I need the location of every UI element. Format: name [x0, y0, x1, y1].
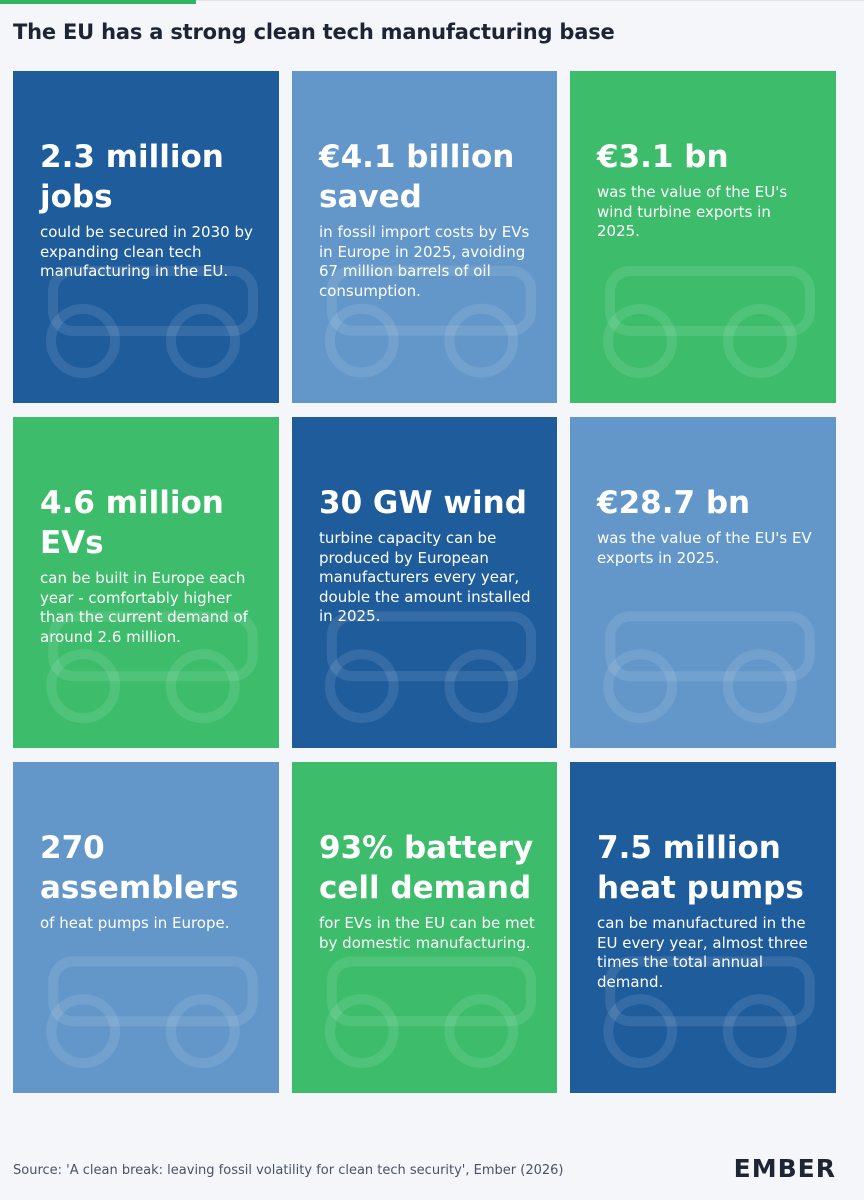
card-grid: 2.3 million jobs could be secured in 2030…: [13, 71, 836, 1093]
headline: €3.1 bn: [597, 139, 729, 175]
headline: €28.7 bn: [597, 485, 751, 521]
stat-card: 93% battery cell demand for EVs in the EU…: [292, 762, 557, 1093]
stat-card: 2.3 million jobs could be secured in 2030…: [13, 71, 279, 403]
background-icon: [324, 265, 537, 378]
body-text: of heat pumps in Europe.: [40, 914, 230, 932]
logo: EMBER: [733, 1154, 836, 1183]
headline: 30 GW wind: [319, 485, 527, 521]
background-icon: [603, 266, 815, 378]
divider: [196, 0, 864, 1]
body-text: could be secured in 2030 by expanding cl…: [40, 223, 253, 280]
body-text: can be built in Europe each year - comfo…: [40, 569, 248, 646]
body-text: for EVs in the EU can be met by domestic…: [319, 914, 535, 952]
stat-card: 30 GW wind turbine capacity can be produc…: [292, 417, 557, 748]
background-icon: [324, 956, 537, 1068]
body-text: in fossil import costs by EVs in Europe …: [319, 223, 530, 300]
background-icon: [603, 611, 815, 724]
headline: 4.6 million EVs: [40, 485, 224, 561]
background-icon: [46, 611, 258, 724]
stat-card: €28.7 bn was the value of the EU's EV exp…: [570, 417, 836, 748]
headline: 270 assemblers: [40, 830, 239, 906]
body-text: was the value of the EU's wind turbine e…: [597, 183, 788, 240]
background-icon: [324, 611, 537, 723]
background-icon: [603, 956, 815, 1069]
background-icon: [46, 266, 258, 378]
headline: 93% battery cell demand: [319, 830, 534, 906]
headline: 7.5 million heat pumps: [597, 830, 804, 906]
stat-card: 4.6 million EVs can be built in Europe ea…: [13, 417, 279, 748]
source: Source: 'A clean break: leaving fossil v…: [13, 1163, 564, 1178]
stat-card: €4.1 billion saved in fossil import costs…: [292, 71, 557, 403]
stat-card: 270 assemblers of heat pumps in Europe.: [13, 762, 279, 1093]
headline: 2.3 million jobs: [40, 139, 224, 215]
stat-card: 7.5 million heat pumps can be manufacture…: [570, 762, 836, 1093]
stat-card: €3.1 bn was the value of the EU's wind tu…: [570, 71, 836, 403]
body-text: was the value of the EU's EV exports in …: [597, 529, 812, 567]
body-text: can be manufactured in the EU every year…: [597, 914, 808, 991]
accent-bar: [0, 0, 196, 4]
title: The EU has a strong clean tech manufactu…: [13, 20, 615, 44]
background-icon: [46, 956, 258, 1069]
body-text: turbine capacity can be produced by Euro…: [319, 529, 531, 625]
headline: €4.1 billion saved: [319, 139, 515, 215]
